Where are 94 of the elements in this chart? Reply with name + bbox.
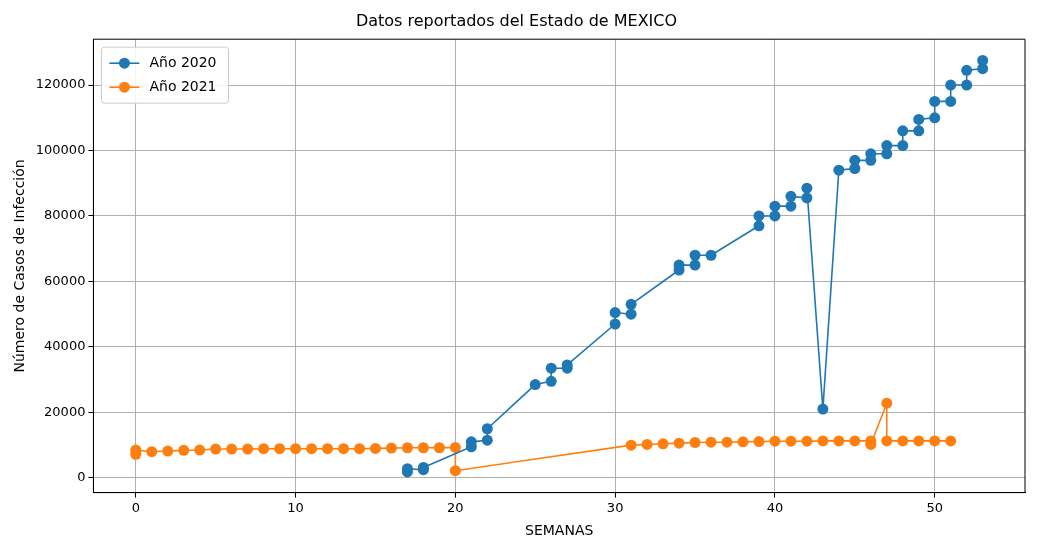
point [609,318,621,330]
x-tick-label: 10 [287,499,304,515]
point [641,438,653,450]
point [897,435,909,447]
point [929,435,941,447]
point [961,64,973,76]
x-tick-label: 30 [606,499,624,515]
point [657,438,669,450]
point [913,435,925,447]
x-tick-label: 0 [131,499,140,515]
y-tick-label: 40000 [44,338,86,354]
point [769,200,781,212]
point [306,443,318,455]
point [146,446,158,458]
point [338,443,349,455]
point [833,435,845,447]
point [481,434,493,446]
point [849,435,861,447]
point [801,435,813,447]
point [481,423,493,435]
point [833,164,845,176]
point [322,443,334,455]
point [881,435,893,447]
point [625,439,637,451]
x-tick-label: 20 [447,499,464,515]
point [737,436,749,448]
point [913,113,925,125]
point [210,443,222,455]
point [785,200,797,212]
point [290,443,302,455]
point [609,307,621,319]
point [417,442,429,454]
point [449,465,461,477]
point [801,192,813,204]
point [705,249,717,261]
point [625,298,637,310]
point [753,436,765,448]
x-tick-label: 40 [766,499,784,515]
y-axis-title: Número de Casos de Infección [11,159,28,373]
point [897,140,909,152]
point [242,443,254,455]
legend-label: Año 2020 [149,53,217,70]
point [785,190,797,202]
point [913,125,925,137]
x-tick-label: 50 [926,499,943,515]
point [849,154,861,166]
y-tick-label: 100000 [35,141,86,157]
point [977,54,989,66]
point [529,379,541,391]
point [369,442,381,454]
point [545,375,557,387]
point [385,442,397,454]
y-tick-label: 0 [77,469,86,485]
point [689,249,701,261]
point [258,443,270,455]
point [881,397,893,409]
point [945,79,957,91]
point [353,443,365,455]
point [897,125,909,137]
point [625,308,637,320]
point [769,210,781,222]
point [801,182,813,194]
point [433,442,445,454]
point [178,444,190,456]
point [673,437,685,449]
point [401,442,413,454]
point [545,362,557,374]
point [689,437,701,449]
point [817,403,829,415]
point [689,259,701,271]
point [945,95,957,107]
chart-title: Datos reportados del Estado de MEXICO [355,10,678,30]
point [945,435,957,447]
point [721,436,733,448]
point [705,436,717,448]
point [817,435,829,447]
legend-label: Año 2021 [149,77,217,94]
y-tick-label: 80000 [44,207,86,223]
point [769,435,781,447]
point [753,220,765,232]
point [929,95,941,107]
y-tick-label: 20000 [44,403,86,419]
x-axis-title: SEMANAS [525,522,594,539]
point [929,112,941,124]
y-tick-label: 120000 [35,76,86,92]
y-tick-label: 60000 [44,272,86,288]
point [274,443,286,455]
point [785,435,797,447]
point [162,445,174,457]
point [449,441,461,453]
point [226,443,238,455]
point [194,444,206,456]
point [753,210,765,222]
point [961,79,973,91]
